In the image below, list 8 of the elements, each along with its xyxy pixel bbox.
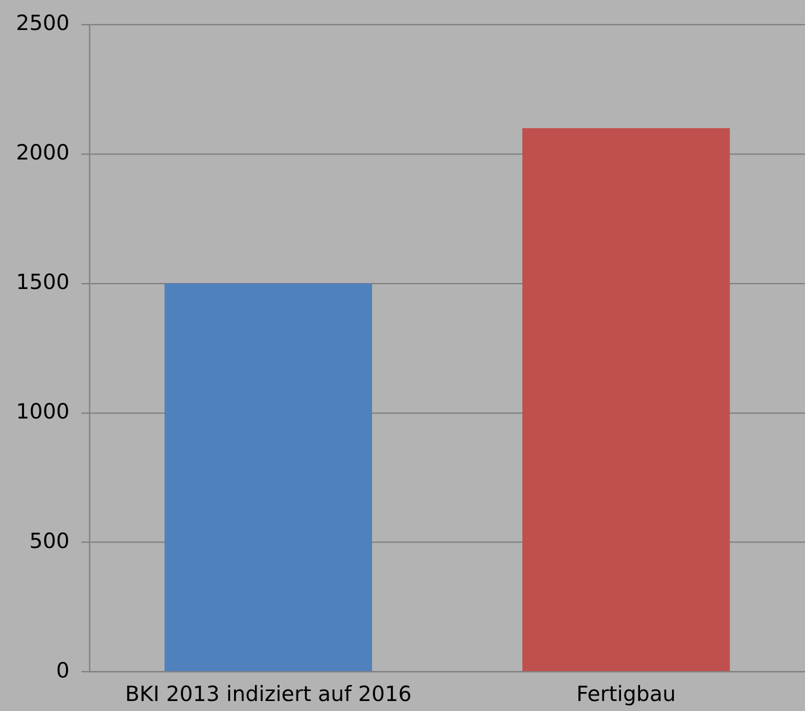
y-tick-label: 1000 <box>16 399 70 424</box>
y-tick-label: 2000 <box>16 140 70 164</box>
y-tick-label: 0 <box>56 658 70 682</box>
y-tick-label: 2500 <box>16 11 70 36</box>
y-tick-label: 500 <box>29 528 70 553</box>
x-tick-label: BKI 2013 indiziert auf 2016 <box>125 682 412 706</box>
y-tick-label: 1500 <box>16 270 70 294</box>
x-tick-label: Fertigbau <box>576 682 676 706</box>
